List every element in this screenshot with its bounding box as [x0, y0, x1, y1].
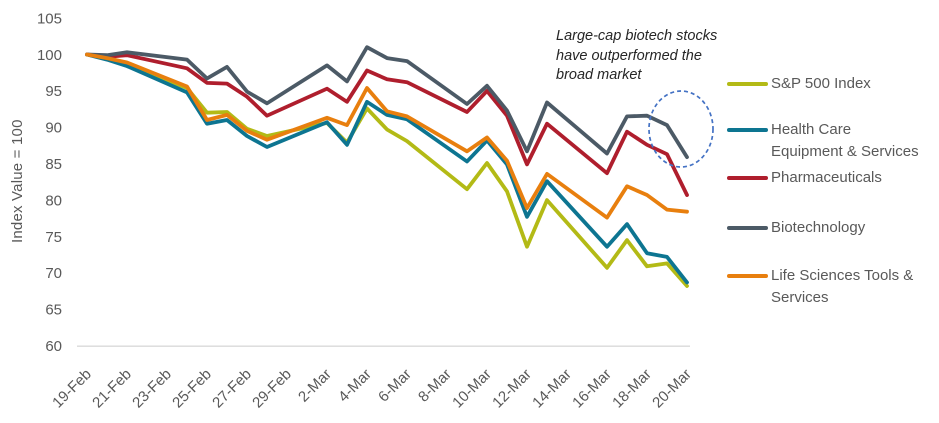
svg-text:2-Mar: 2-Mar: [295, 366, 335, 406]
svg-text:14-Mar: 14-Mar: [529, 366, 575, 412]
legend-item-health-care-equipment: Health Care Equipment & Services: [727, 119, 919, 163]
svg-text:20-Mar: 20-Mar: [649, 366, 695, 412]
legend-swatch-pharmaceuticals: [727, 176, 768, 180]
annotation-line: have outperformed the: [556, 47, 702, 64]
y-axis-title: Index Value = 100: [9, 119, 26, 243]
series-line-pharmaceuticals: [85, 52, 689, 197]
series-line-health-care-equipment-services: [85, 52, 689, 285]
svg-text:27-Feb: 27-Feb: [209, 366, 255, 412]
x-axis-tick-label: 16-Mar: [569, 366, 615, 412]
series-line-s-p-500-index: [85, 52, 689, 288]
y-axis-tick-label: 90: [45, 120, 62, 137]
x-axis-tick-label: 23-Feb: [129, 366, 175, 412]
legend-swatch-biotechnology: [727, 226, 768, 230]
svg-text:25-Feb: 25-Feb: [169, 366, 215, 412]
svg-text:16-Mar: 16-Mar: [569, 366, 615, 412]
legend-swatch-sp500: [727, 82, 768, 86]
y-axis-tick-label: 60: [45, 338, 62, 355]
x-axis-tick-label: 29-Feb: [249, 366, 295, 412]
x-axis-tick-label: 6-Mar: [375, 366, 415, 406]
legend-swatch-life-sciences-tools: [727, 274, 768, 278]
x-axis-tick-label: 20-Mar: [649, 366, 695, 412]
svg-text:19-Feb: 19-Feb: [49, 366, 95, 412]
legend-item-sp500: S&P 500 Index: [727, 73, 871, 95]
chart-annotation: Large-cap biotech stocks have outperform…: [556, 27, 756, 86]
x-axis-tick-label: 27-Feb: [209, 366, 255, 412]
legend-item-life-sciences-tools: Life Sciences Tools & Services: [727, 265, 913, 309]
x-axis-tick-label: 19-Feb: [49, 366, 95, 412]
legend-label: Life Sciences Tools & Services: [771, 267, 914, 306]
svg-text:23-Feb: 23-Feb: [129, 366, 175, 412]
legend-label: Pharmaceuticals: [771, 169, 882, 186]
legend-label: Biotechnology: [771, 219, 866, 236]
svg-text:18-Mar: 18-Mar: [609, 366, 655, 412]
y-axis-tick-label: 105: [37, 10, 62, 27]
highlight-ellipse: [648, 90, 714, 168]
y-axis-tick-label: 65: [45, 302, 62, 319]
y-axis-tick-label: 75: [45, 229, 62, 246]
legend-label: Health Care Equipment & Services: [771, 121, 919, 160]
legend-item-biotechnology: Biotechnology: [727, 217, 865, 239]
svg-text:12-Mar: 12-Mar: [489, 366, 535, 412]
svg-text:10-Mar: 10-Mar: [449, 366, 495, 412]
series-line-biotechnology: [85, 45, 689, 160]
svg-text:29-Feb: 29-Feb: [249, 366, 295, 412]
y-axis-tick-label: 80: [45, 192, 62, 209]
annotation-line: broad market: [556, 67, 642, 83]
x-axis-tick-label: 2-Mar: [295, 366, 335, 406]
legend-label: S&P 500 Index: [771, 75, 871, 92]
svg-text:4-Mar: 4-Mar: [335, 366, 375, 406]
y-axis-tick-label: 85: [45, 156, 62, 173]
svg-text:6-Mar: 6-Mar: [375, 366, 415, 406]
series-line-life-sciences-tools-services: [85, 52, 689, 220]
legend-swatch-health-care-equipment: [727, 128, 768, 132]
svg-text:21-Feb: 21-Feb: [89, 366, 135, 412]
y-axis-tick-label: 100: [37, 47, 62, 64]
legend-item-pharmaceuticals: Pharmaceuticals: [727, 167, 882, 189]
x-axis-tick-label: 12-Mar: [489, 366, 535, 412]
y-axis-tick-label: 95: [45, 83, 62, 100]
x-axis-tick-label: 18-Mar: [609, 366, 655, 412]
x-axis-tick-label: 25-Feb: [169, 366, 215, 412]
x-axis-tick-label: 10-Mar: [449, 366, 495, 412]
annotation-line: Large-cap biotech stocks: [556, 28, 718, 44]
x-axis-tick-label: 4-Mar: [335, 366, 375, 406]
x-axis-tick-label: 21-Feb: [89, 366, 135, 412]
y-axis-tick-label: 70: [45, 265, 62, 282]
x-axis-tick-label: 14-Mar: [529, 366, 575, 412]
